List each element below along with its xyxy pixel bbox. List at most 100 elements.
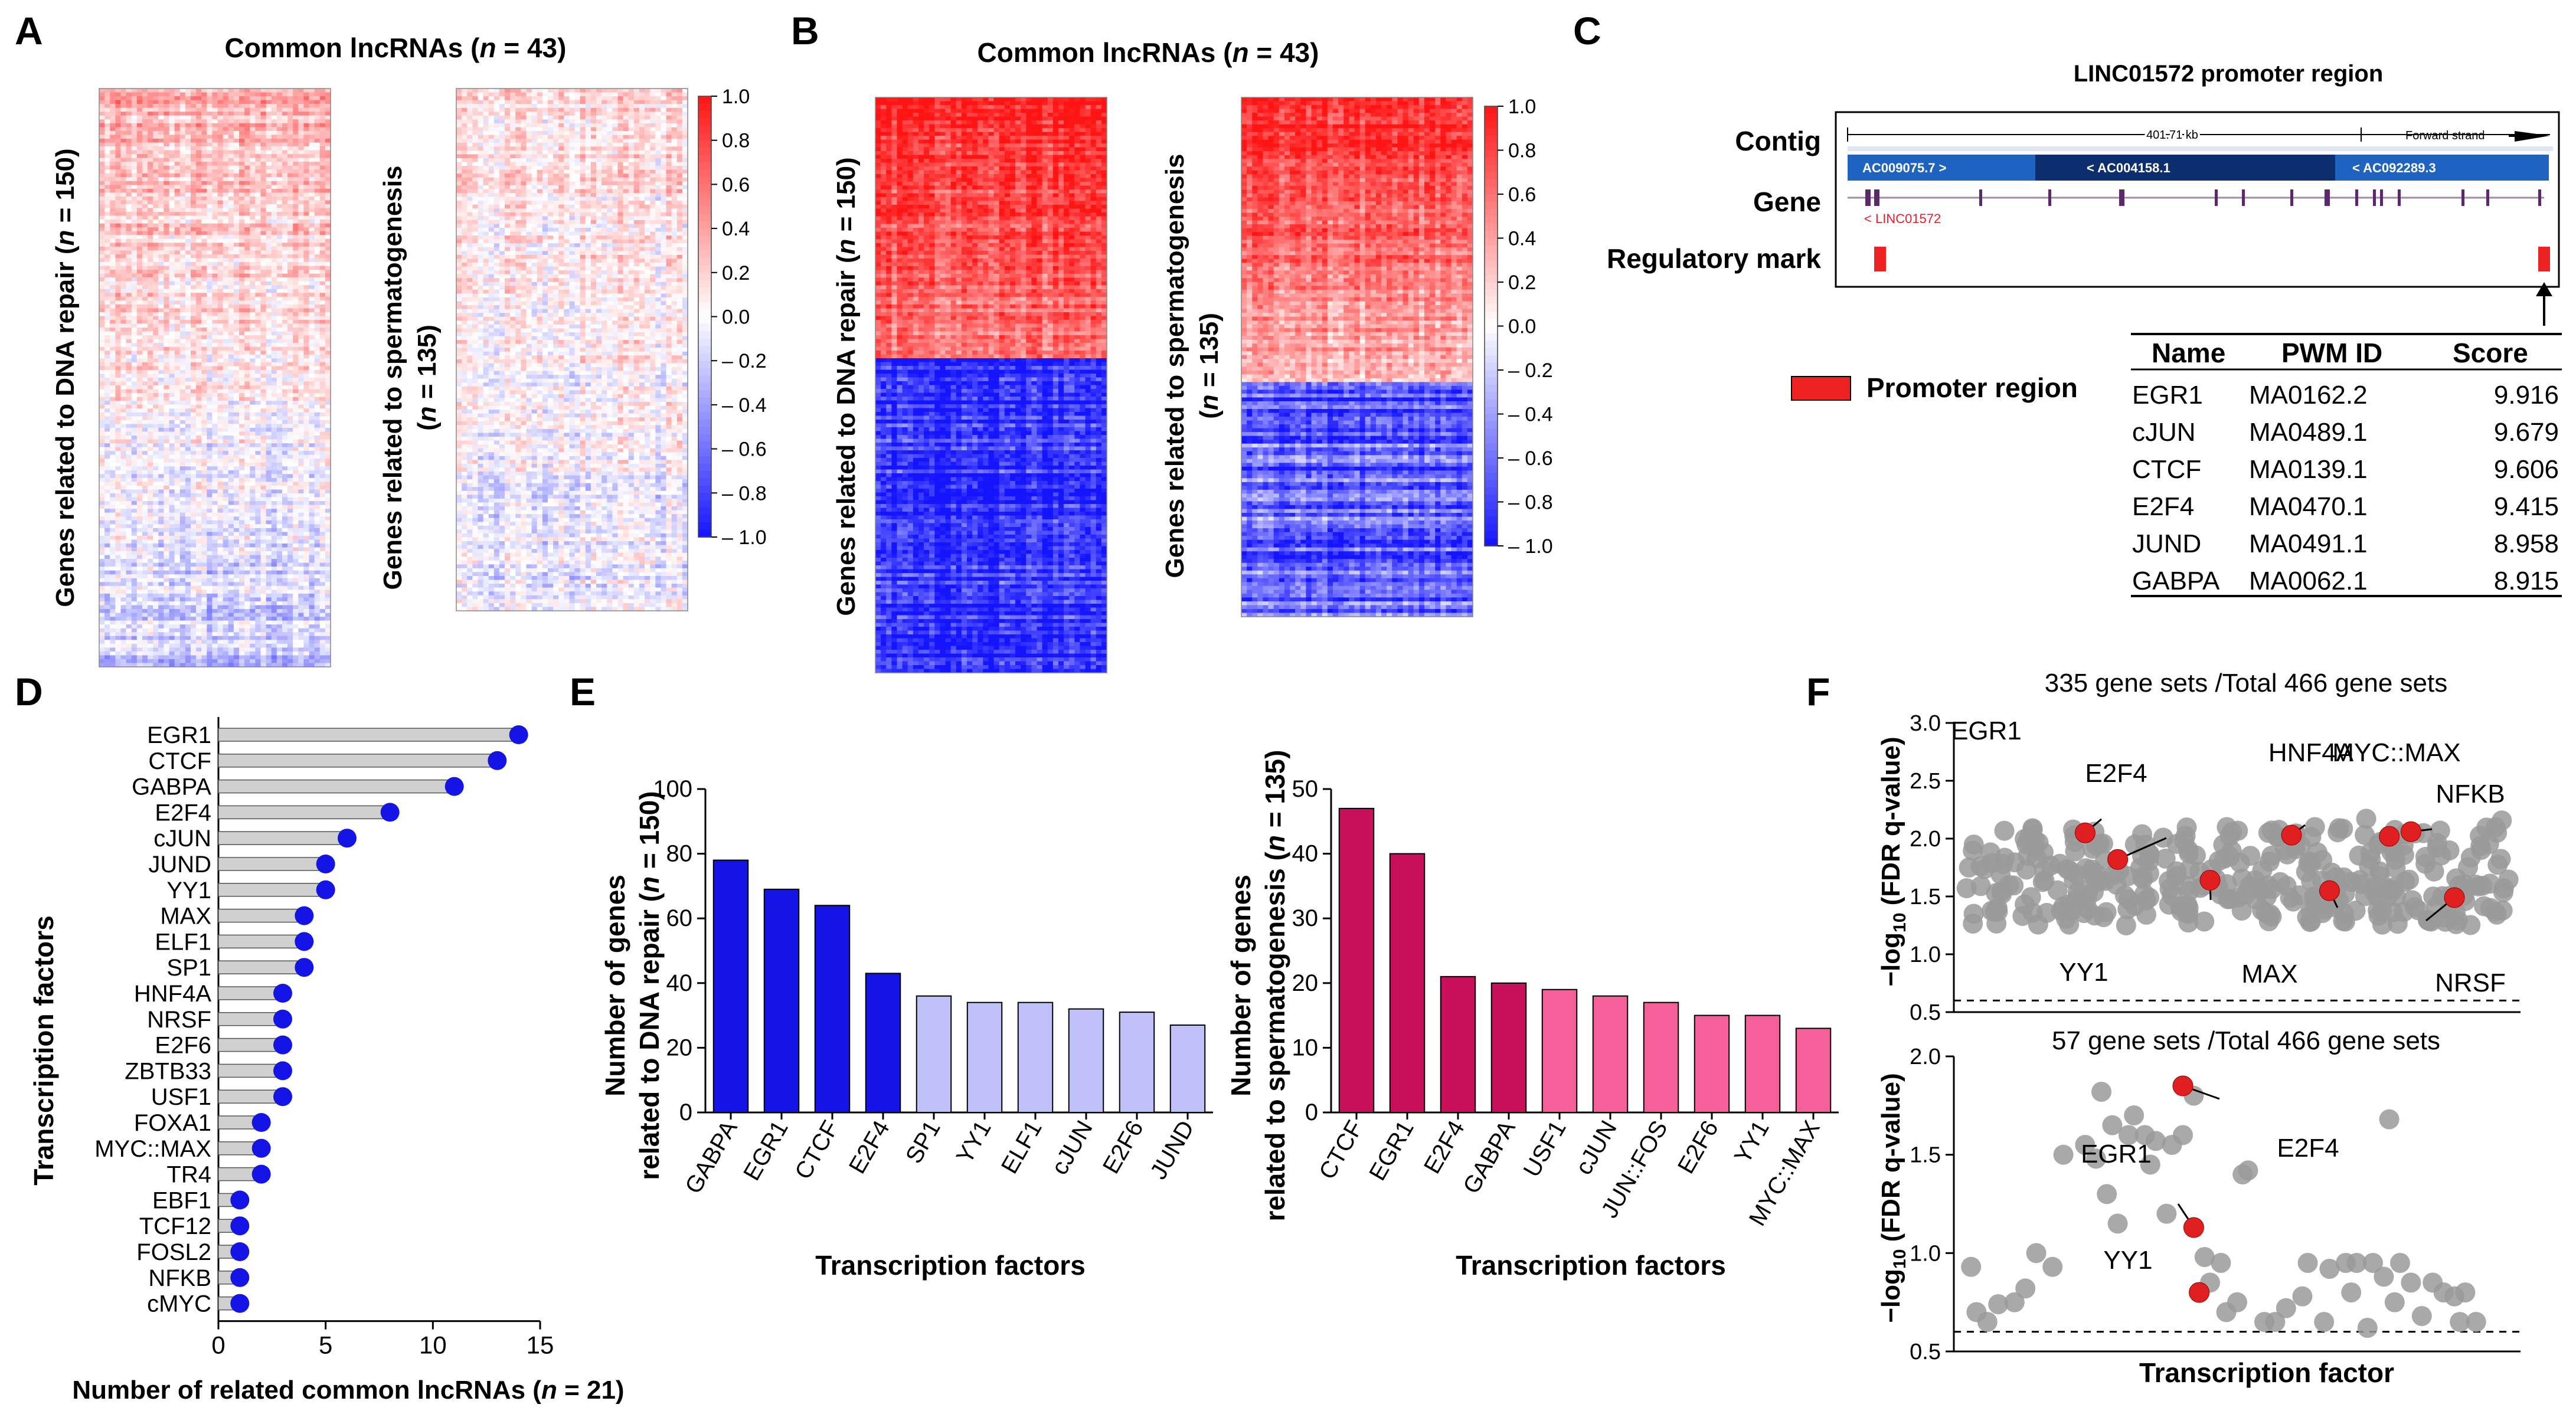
heatmap-cell [110,404,116,409]
heatmap-cell [153,223,159,228]
heatmap-cell [153,328,159,332]
heatmap-cell [174,89,181,93]
heatmap-cell [153,404,159,409]
heatmap-cell [99,138,105,143]
heatmap-cell [293,362,299,366]
heatmap-cell [217,351,224,355]
heatmap-cell [260,431,267,436]
heatmap-cell [190,528,197,532]
heatmap-cell [287,304,293,309]
heatmap-cell [255,238,261,243]
heatmap-cell [282,493,288,498]
heatmap-cell [207,300,213,305]
heatmap-cell [169,385,175,390]
heatmap-cell [126,528,132,532]
heatmap-cell [158,285,164,290]
heatmap-cell [266,328,272,332]
heatmap-cell [190,266,197,270]
heatmap-cell [126,509,132,513]
heatmap-cell [110,528,116,532]
heatmap-cell [174,112,181,116]
heatmap-cell [319,254,326,259]
heatmap-cell [110,485,116,490]
heatmap-cell [104,235,110,240]
heatmap-cell [293,497,299,502]
heatmap-cell [250,273,256,278]
heatmap-cell [217,296,224,301]
heatmap-cell [169,192,175,197]
heatmap-cell [287,165,293,170]
heatmap-cell [201,316,207,320]
heatmap-cell [179,212,186,217]
heatmap-cell [115,208,122,212]
heatmap-cell [293,266,299,270]
heatmap-cell [314,389,321,394]
heatmap-cell [271,273,277,278]
heatmap-cell [303,470,310,474]
heatmap-cell [314,270,321,274]
heatmap-cell [207,420,213,424]
heatmap-cell [293,436,299,440]
heatmap-cell [276,401,283,405]
heatmap-cell [217,89,224,93]
heatmap-cell [223,320,229,325]
heatmap-cell [293,482,299,486]
heatmap-cell [174,439,181,444]
heatmap-cell [131,408,138,413]
heatmap-cell [325,420,331,424]
heatmap-cell [158,466,164,471]
heatmap-cell [287,135,293,139]
heatmap-cell [233,266,240,270]
heatmap-cell [217,366,224,371]
heatmap-cell [153,204,159,209]
heatmap-cell [271,238,277,243]
heatmap-cell [271,243,277,247]
heatmap-cell [233,130,240,135]
heatmap-cell [148,493,153,498]
heatmap-cell [233,188,240,193]
heatmap-cell [115,451,122,456]
heatmap-cell [319,154,326,159]
heatmap-cell [179,173,186,178]
heatmap-cell [201,204,207,209]
heatmap-cell [325,146,331,151]
heatmap-cell [185,485,191,490]
heatmap-cell [115,501,122,506]
heatmap-cell [158,138,164,143]
heatmap-cell [287,331,293,336]
heatmap-cell [309,451,315,456]
heatmap-cell [179,119,186,124]
heatmap-cell [255,281,261,286]
heatmap-cell [298,346,305,351]
heatmap-cell [179,524,186,529]
heatmap-cell [115,393,122,398]
heatmap-cell [153,408,159,413]
heatmap-cell [201,436,207,440]
heatmap-cell [282,96,288,101]
heatmap-cell [148,366,153,371]
heatmap-cell [212,107,218,112]
heatmap-cell [239,104,245,109]
heatmap-cell [212,266,218,270]
heatmap-cell [276,436,283,440]
heatmap-cell [148,277,153,282]
heatmap-cell [115,339,122,343]
heatmap-cell [136,173,143,178]
heatmap-cell [142,362,148,366]
heatmap-cell [276,485,283,490]
heatmap-cell [104,223,110,228]
heatmap-cell [233,439,240,444]
heatmap-cell [282,243,288,247]
heatmap-cell [153,516,159,521]
heatmap-cell [131,281,138,286]
heatmap-cell [185,354,191,359]
heatmap-cell [110,482,116,486]
heatmap-cell [282,404,288,409]
heatmap-cell [201,293,207,297]
heatmap-cell [266,462,272,467]
heatmap-cell [169,92,175,97]
heatmap-cell [115,273,122,278]
heatmap-cell [255,516,261,521]
heatmap-cell [239,296,245,301]
heatmap-cell [282,466,288,471]
